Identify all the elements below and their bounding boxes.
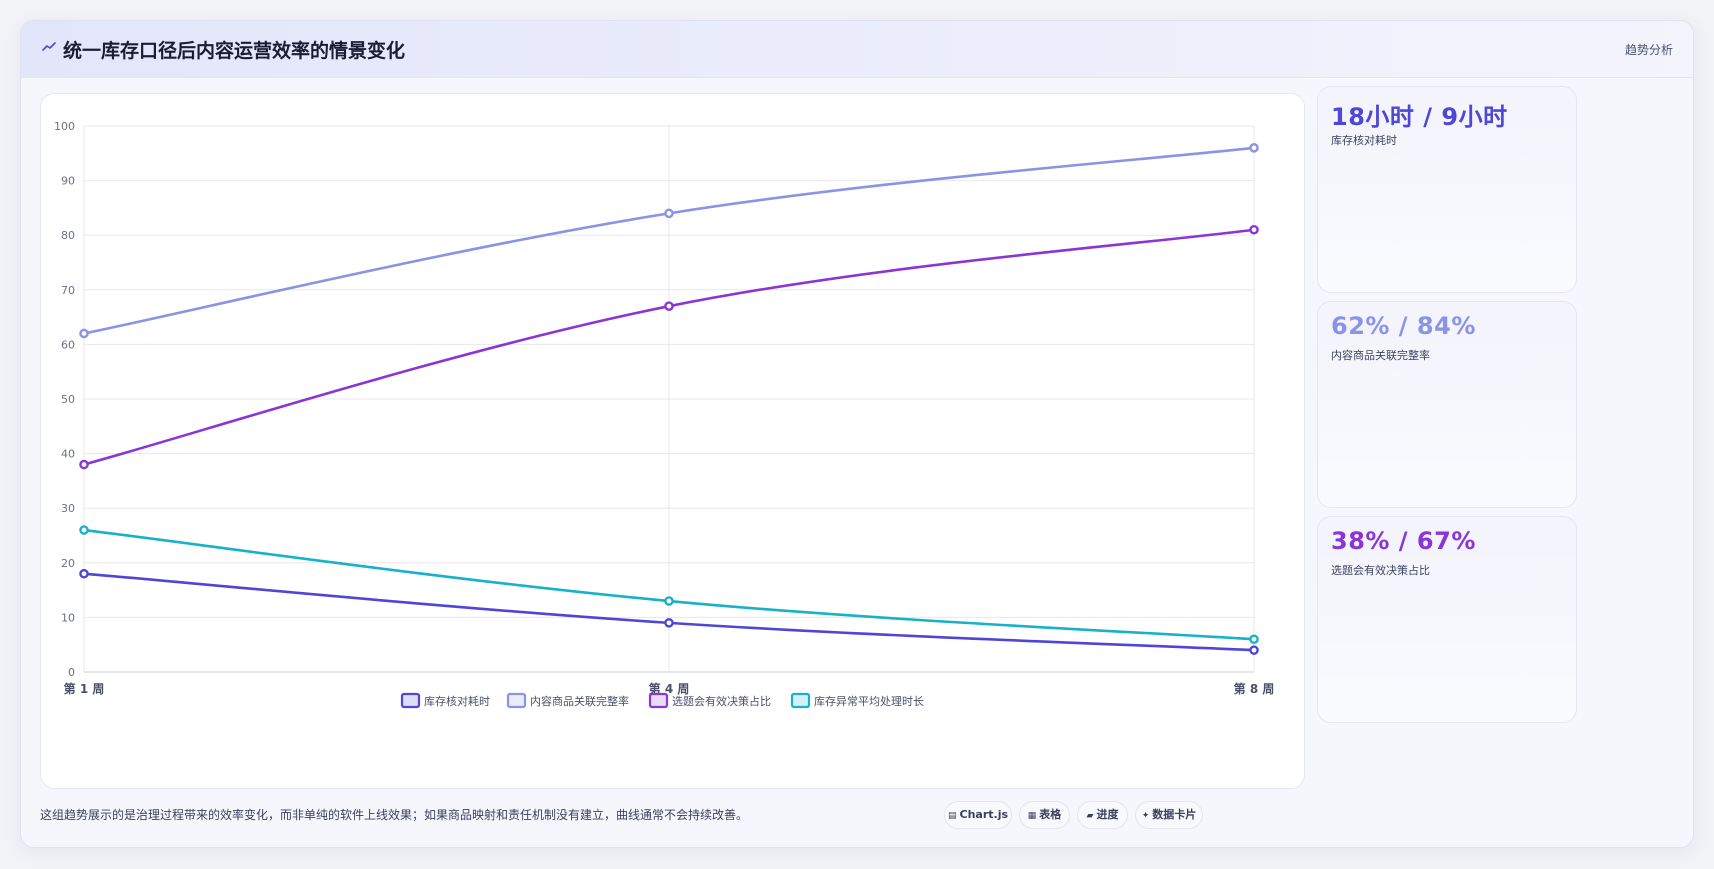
data-point (664, 596, 674, 606)
data-point (79, 459, 89, 470)
data-point (79, 568, 89, 579)
legend-swatch (506, 692, 527, 709)
trend-analysis-tag: 趋势分析 (1624, 43, 1673, 57)
y-tick-label: 50 (61, 393, 75, 406)
y-tick-label: 0 (68, 666, 75, 679)
y-tick-label: 80 (61, 229, 75, 242)
legend-swatch (400, 692, 421, 709)
legend-label: 库存异常平均处理时长 (814, 694, 924, 708)
data-point (664, 208, 674, 219)
pill-data-cards[interactable]: ✦ 数据卡片 (1135, 801, 1203, 829)
data-point (1249, 634, 1259, 645)
stat-label: 库存核对耗时 (1331, 134, 1397, 147)
data-point (664, 618, 674, 628)
data-point (1249, 143, 1259, 153)
y-tick-label: 20 (61, 557, 75, 570)
legend-swatch (648, 692, 669, 709)
x-tick-label: 第 4 周 (649, 681, 690, 696)
dashboard-card: 统一库存口径后内容运营效率的情景变化 趋势分析 0 10 20 30 40 50 60 70 8… (20, 20, 1694, 848)
stat-value: 38% / 67% (1331, 527, 1476, 555)
x-tick-label: 第 8 周 (1234, 681, 1275, 696)
data-point (1249, 224, 1259, 235)
progress-icon: ▰ (1086, 811, 1094, 821)
y-tick-label: 30 (61, 502, 75, 515)
y-tick-label: 90 (61, 175, 75, 188)
pill-progress[interactable]: ▰ 进度 (1077, 801, 1128, 829)
stat-label: 选题会有效决策占比 (1331, 564, 1430, 577)
stat-card-effective-decision-ratio: 38% / 67% 选题会有效决策占比 (1317, 516, 1577, 723)
y-tick-label: 40 (61, 448, 75, 461)
data-point (664, 301, 674, 311)
pill-chartjs[interactable]: ▤ Chart.js (944, 801, 1012, 829)
table-icon: ▦ (1027, 811, 1037, 821)
sparkle-icon: ✦ (1141, 811, 1150, 821)
chart-footnote: 这组趋势展示的是治理过程带来的效率变化，而非单纯的软件上线效果；如果商品映射和责… (40, 808, 749, 822)
y-tick-label: 70 (61, 284, 75, 297)
legend-swatch (790, 692, 811, 709)
line-chart: 0 10 20 30 40 50 60 70 80 90 100 第 1 周 第 4 周 第 8 周库存核… (54, 120, 1275, 709)
legend-label: 内容商品关联完整率 (530, 694, 629, 708)
trend-icon (42, 42, 56, 51)
card-header: 统一库存口径后内容运营效率的情景变化 趋势分析 (21, 21, 1693, 78)
stat-card-content-product-link-rate: 62% / 84% 内容商品关联完整率 (1317, 301, 1577, 508)
pill-table[interactable]: ▦ 表格 (1019, 801, 1070, 829)
line-chart-panel: 0 10 20 30 40 50 60 70 80 90 100 第 1 周 第 4 周 第 8 周库存核… (40, 93, 1305, 789)
stat-label: 内容商品关联完整率 (1331, 349, 1430, 362)
legend-label: 库存核对耗时 (424, 694, 490, 708)
data-point (79, 525, 89, 535)
stat-value: 18小时 / 9小时 (1331, 103, 1508, 131)
y-tick-label: 10 (61, 611, 75, 624)
page-title: 统一库存口径后内容运营效率的情景变化 (63, 40, 406, 62)
chart-icon: ▤ (947, 811, 957, 821)
data-point (1249, 645, 1259, 655)
stat-value: 62% / 84% (1331, 312, 1476, 340)
y-tick-label: 60 (61, 338, 75, 351)
x-tick-label: 第 1 周 (64, 681, 105, 696)
legend-label: 选题会有效决策占比 (672, 694, 771, 708)
y-tick-label: 100 (54, 120, 75, 133)
stat-card-inventory-check-time: 18小时 / 9小时 库存核对耗时 (1317, 86, 1577, 293)
data-point (79, 328, 89, 339)
